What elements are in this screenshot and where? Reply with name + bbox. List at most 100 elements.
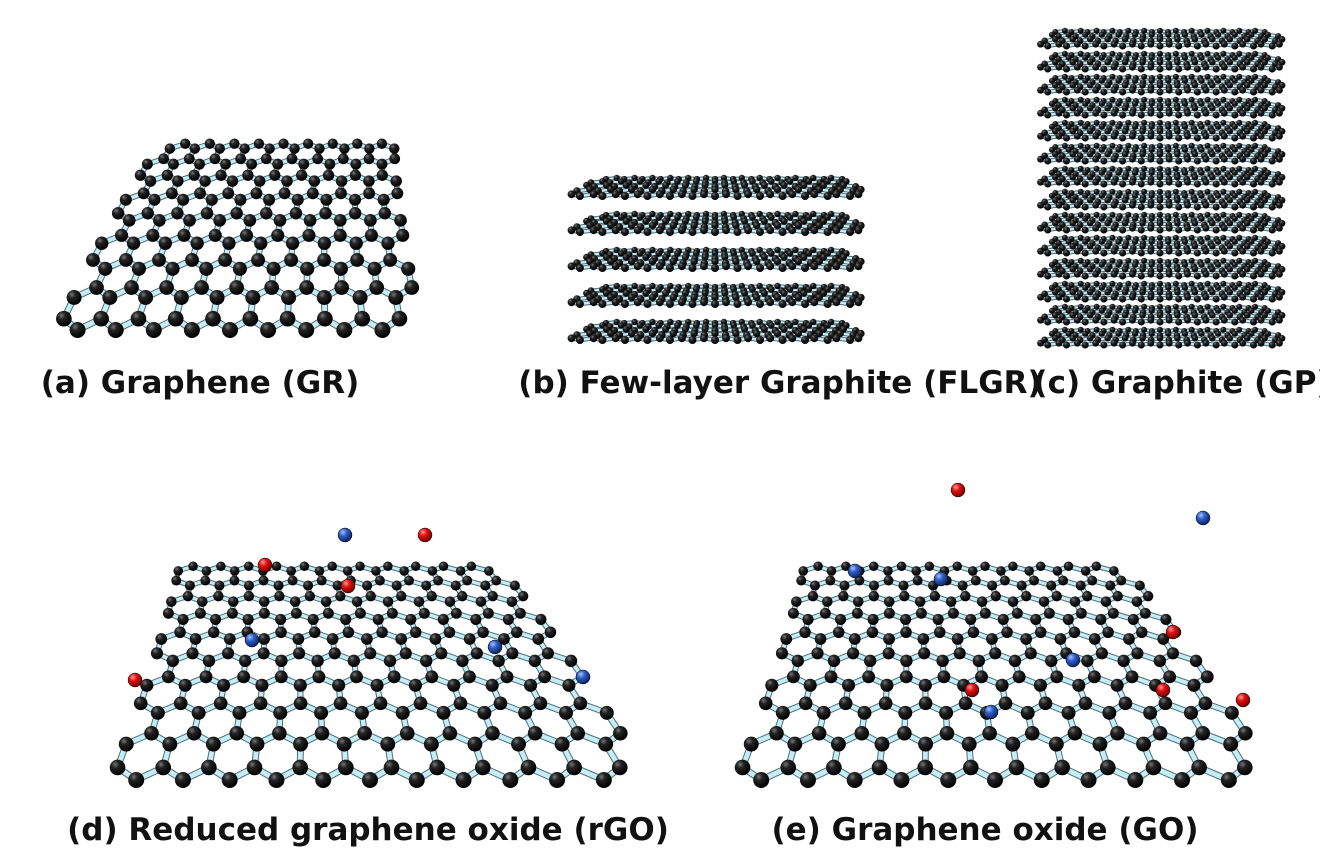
carbon-atom	[1069, 266, 1077, 273]
carbon-atom	[1081, 272, 1089, 280]
carbon-atom	[260, 322, 277, 338]
carbon-atom	[299, 280, 314, 295]
carbon-atom	[662, 325, 670, 333]
carbon-atom	[339, 143, 350, 154]
carbon-atom	[1212, 318, 1220, 326]
carbon-atom	[253, 138, 265, 149]
carbon-atom	[598, 300, 607, 308]
carbon-atom	[1082, 261, 1089, 268]
carbon-atom	[146, 228, 160, 242]
carbon-atom	[792, 174, 799, 182]
carbon-atom	[1137, 341, 1145, 349]
carbon-atom	[1055, 316, 1063, 324]
carbon-atom	[230, 207, 243, 220]
carbon-atom	[239, 143, 250, 154]
carbon-atom	[1181, 307, 1189, 314]
carbon-atom	[1077, 303, 1084, 310]
carbon-atom	[665, 300, 674, 308]
carbon-atom	[631, 318, 638, 326]
carbon-atom	[598, 192, 607, 200]
carbon-atom	[801, 264, 810, 272]
carbon-atom	[1226, 335, 1234, 342]
carbon-atom	[327, 138, 338, 149]
carbon-atom	[810, 318, 817, 326]
carbon-atom	[1121, 289, 1129, 296]
carbon-atom	[1257, 339, 1265, 347]
carbon-atom	[611, 334, 620, 343]
carbon-atom	[1128, 270, 1136, 278]
carbon-atom	[1037, 316, 1044, 324]
carbon-atom	[260, 153, 272, 165]
carbon-atom	[251, 253, 265, 267]
carbon-atom	[1055, 339, 1063, 347]
carbon-atom	[390, 175, 402, 187]
carbon-atom	[235, 153, 247, 165]
carbon-atom	[158, 153, 169, 165]
carbon-atom	[766, 190, 775, 199]
carbon-atom	[1131, 307, 1139, 314]
carbon-atom	[1220, 303, 1227, 310]
carbon-atom	[364, 214, 377, 227]
carbon-atom	[98, 261, 113, 276]
carbon-atom	[607, 329, 615, 338]
carbon-atom	[1165, 307, 1172, 314]
carbon-atom	[245, 289, 261, 305]
carbon-atom	[749, 286, 756, 293]
carbon-atom	[1231, 272, 1239, 280]
carbon-atom	[854, 334, 863, 343]
carbon-atom	[854, 226, 863, 235]
carbon-atom	[1226, 289, 1234, 296]
carbon-atom	[226, 175, 239, 187]
carbon-atom	[319, 207, 332, 220]
carbon-atom	[246, 158, 258, 170]
carbon-atom	[1104, 289, 1111, 296]
carbon-atom	[631, 246, 638, 254]
carbon-atom	[363, 175, 375, 187]
carbon-atom	[1231, 341, 1239, 349]
carbon-atom	[1125, 303, 1132, 310]
carbon-atom	[648, 329, 657, 338]
carbon-atom	[1198, 261, 1205, 268]
carbon-atom	[348, 207, 362, 220]
carbon-atom	[620, 336, 629, 344]
carbon-atom	[788, 298, 797, 307]
carbon-atom	[711, 329, 719, 338]
carbon-atom	[1109, 303, 1116, 310]
carbon-atom	[1236, 303, 1243, 310]
carbon-atom	[1157, 303, 1163, 310]
carbon-atom	[1141, 326, 1148, 333]
carbon-atom	[711, 300, 719, 308]
carbon-atom	[1121, 312, 1129, 319]
carbon-atom	[700, 334, 708, 343]
carbon-atom	[792, 246, 799, 254]
carbon-atom	[567, 334, 576, 343]
carbon-atom	[756, 300, 765, 308]
carbon-atom	[278, 138, 289, 149]
carbon-atom	[389, 143, 400, 154]
carbon-atom	[823, 336, 832, 344]
carbon-atom	[633, 298, 642, 307]
carbon-atom	[854, 298, 863, 307]
carbon-atom	[810, 282, 817, 290]
carbon-atom	[665, 192, 674, 200]
carbon-atom	[1231, 295, 1239, 303]
carbon-atom	[1098, 330, 1105, 337]
carbon-atom	[1172, 326, 1179, 333]
carbon-atom	[1250, 295, 1258, 303]
carbon-atom	[1276, 270, 1283, 278]
carbon-atom	[1231, 330, 1238, 337]
carbon-atom	[589, 298, 598, 307]
carbon-atom	[1239, 270, 1247, 278]
carbon-atom	[222, 187, 235, 200]
carbon-atom	[141, 158, 153, 170]
carbon-atom	[655, 298, 664, 307]
carbon-atom	[688, 336, 697, 344]
carbon-atom	[1165, 284, 1172, 291]
carbon-atom	[1243, 266, 1251, 273]
carbon-atom	[86, 253, 100, 267]
carbon-atom	[846, 192, 855, 200]
carbon-atom	[1215, 330, 1222, 337]
carbon-atom	[756, 282, 763, 290]
carbon-atom	[636, 178, 644, 185]
carbon-atom	[1191, 312, 1199, 319]
